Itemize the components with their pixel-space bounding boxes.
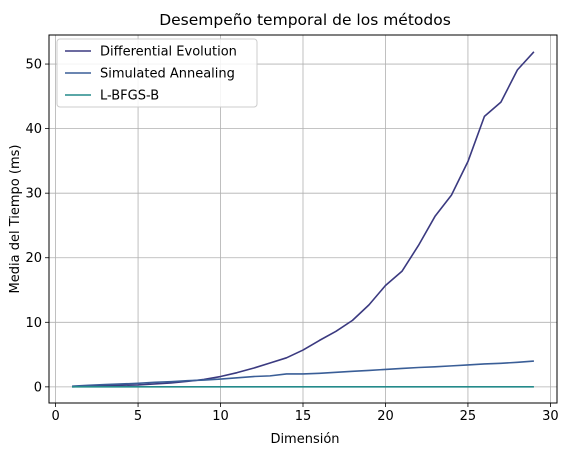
- legend-label-0: Differential Evolution: [100, 45, 237, 60]
- x-tick-label: 15: [295, 409, 312, 424]
- ticks: 0 5 10 15 20 25 30 0 10 20 30 40 50: [25, 58, 558, 424]
- x-tick-label: 20: [377, 409, 394, 424]
- x-axis-title: Dimensión: [270, 432, 339, 447]
- legend-label-2: L-BFGS-B: [100, 89, 159, 104]
- series-line-1: [72, 360, 534, 388]
- y-tick-label: 30: [25, 187, 42, 202]
- y-tick-label: 0: [34, 380, 42, 395]
- x-tick-label: 30: [542, 409, 559, 424]
- y-tick-label: 50: [25, 58, 42, 73]
- y-axis-title: Media del Tiempo (ms): [8, 145, 23, 294]
- legend-label-1: Simulated Annealing: [100, 67, 235, 82]
- x-tick-label: 5: [134, 409, 142, 424]
- legend: Differential Evolution Simulated Annealin…: [56, 38, 258, 108]
- y-tick-label: 10: [25, 316, 42, 331]
- y-tick-label: 40: [25, 122, 42, 137]
- x-tick-label: 25: [460, 409, 477, 424]
- x-tick-label: 10: [212, 409, 229, 424]
- x-tick-label: 0: [51, 409, 59, 424]
- chart-title: Desempeño temporal de los métodos: [159, 11, 451, 29]
- series-line-0: [72, 51, 535, 388]
- y-tick-label: 20: [25, 251, 42, 266]
- series-layer: [72, 51, 535, 388]
- legend-box: [56, 38, 258, 108]
